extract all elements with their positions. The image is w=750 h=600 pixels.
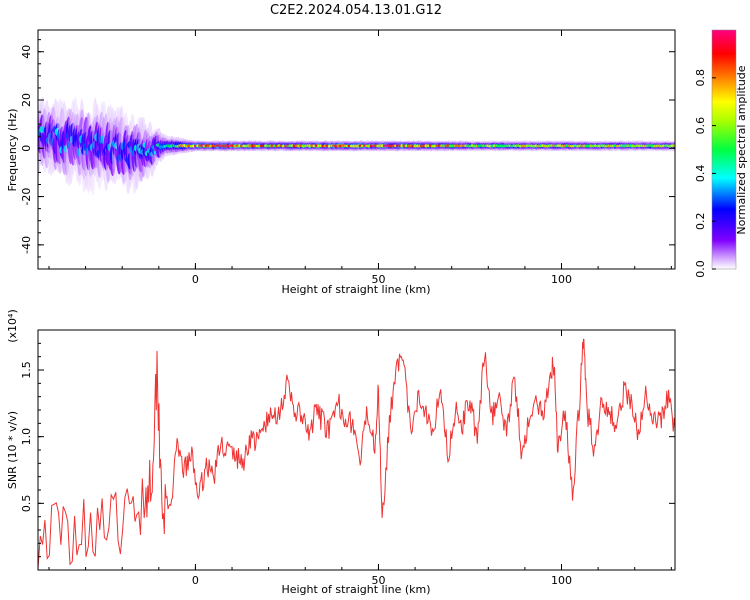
spectrogram-ylabel: Frequency (Hz) [6,109,19,192]
colorbar-tick-label: 0.8 [694,69,707,87]
snr-xtick-label: 100 [551,574,572,587]
spectrogram-panel: 0 50 100 -40 -20 0 20 40 Height of straight lin… [6,29,676,296]
snr-ytick-label: 1.5 [20,361,33,379]
snr-series-line [38,338,675,569]
snr-xlabel: Height of straight line (km) [281,583,430,596]
colorbar-tick-label: 0.6 [694,117,707,135]
spectrogram-ytick-label: -40 [20,236,33,254]
spectrogram-xlabel: Height of straight line (km) [281,283,430,296]
spectrogram-frame [37,29,676,270]
spectrogram-cell [672,144,675,148]
colorbar-label: Normalized spectral amplitude [735,65,748,234]
spectrogram-ytick-label: 20 [20,93,33,107]
snr-ylabel: SNR (10 * v/v) [6,411,19,489]
colorbar-tick-label: 0.4 [694,165,707,183]
snr-ytick-label: 0.5 [20,495,33,513]
snr-frame [37,329,676,571]
spectrogram-xtick-label: 0 [192,273,199,286]
snr-xtick-label: 0 [192,574,199,587]
spectrogram-ytick-label: 40 [20,45,33,59]
colorbar-gradient [711,29,737,270]
snr-axes: 0 50 100 0.5 1.0 1.5 [20,330,675,587]
snr-ytick-label: 1.0 [20,428,33,446]
colorbar-tick-label: 0.2 [694,212,707,230]
snr-panel: 0 50 100 0.5 1.0 1.5 Height of straight line … [6,309,676,596]
spectrogram-ytick-label: 0 [20,145,33,152]
chart-title: C2E2.2024.054.13.01.G12 [270,3,442,18]
spectrogram-xtick-label: 100 [551,273,572,286]
colorbar: 0.0 0.2 0.4 0.6 0.8 Normalized spectral ampl… [694,29,748,278]
colorbar-ticks: 0.0 0.2 0.4 0.6 0.8 [694,69,716,278]
spectrogram-ytick-label: -20 [20,188,33,206]
spectrogram-xtick-label: 50 [371,273,385,286]
snr-xtick-label: 50 [371,574,385,587]
snr-multiplier: (x10⁴) [6,309,19,343]
spectrogram-axes: 0 50 100 -40 -20 0 20 40 [20,30,675,286]
spectrogram-image [38,96,675,196]
colorbar-tick-label: 0.0 [694,260,707,278]
